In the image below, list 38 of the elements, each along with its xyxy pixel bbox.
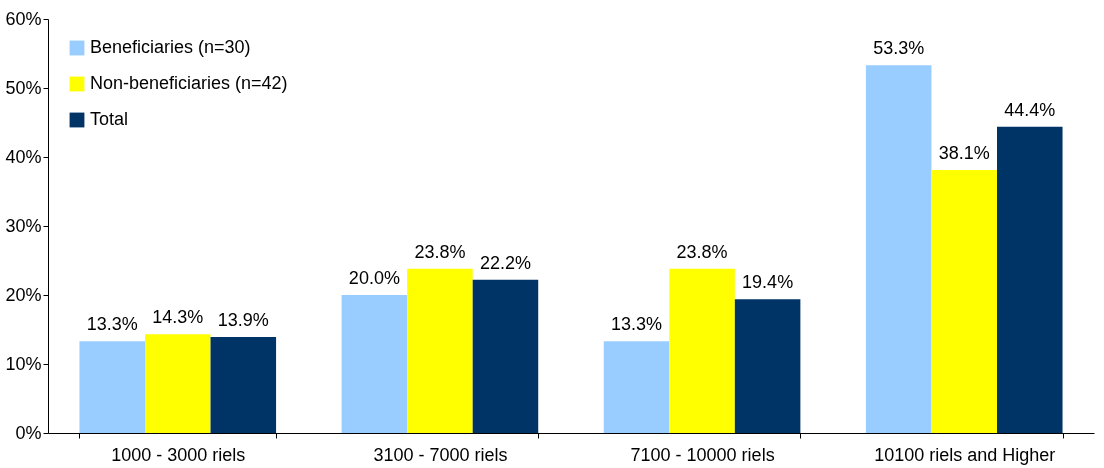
- bar: [734, 299, 801, 433]
- data-label: 20.0%: [348, 268, 400, 288]
- x-tick-label: 3100 - 7000 riels: [373, 444, 508, 465]
- x-tick-label: 7100 - 10000 riels: [630, 444, 775, 465]
- bar: [669, 268, 735, 433]
- y-tick-label: 0%: [15, 422, 42, 443]
- data-label: 23.8%: [676, 241, 728, 262]
- y-tick-label: 60%: [5, 8, 42, 29]
- bar: [210, 337, 277, 433]
- data-label: 13.3%: [611, 314, 663, 335]
- bar: [145, 334, 211, 433]
- y-tick-label: 50%: [5, 77, 42, 98]
- data-label: 13.9%: [217, 310, 269, 331]
- data-label: 14.3%: [152, 307, 204, 328]
- data-label: 19.4%: [742, 272, 794, 293]
- y-tick-label: 40%: [5, 146, 42, 167]
- data-label: 44.4%: [1004, 99, 1056, 120]
- data-label: 38.1%: [938, 143, 990, 164]
- y-tick-label: 30%: [5, 215, 42, 236]
- bar: [79, 341, 145, 433]
- legend-label: Beneficiaries (n=30): [90, 37, 251, 57]
- bar: [341, 295, 408, 433]
- bar: [407, 268, 473, 433]
- bar: [865, 65, 932, 433]
- bar: [603, 341, 670, 433]
- bar: [472, 279, 539, 433]
- data-label: 53.3%: [873, 38, 925, 59]
- y-tick-label: 10%: [5, 353, 42, 374]
- bar: [931, 170, 997, 433]
- x-tick-label: 10100 riels and Higher: [874, 444, 1056, 465]
- legend-label: Total: [90, 109, 129, 129]
- x-tick-label: 1000 - 3000 riels: [111, 444, 246, 465]
- legend-label: Non-beneficiaries (n=42): [90, 73, 288, 93]
- y-tick-label: 20%: [5, 284, 42, 305]
- data-label: 13.3%: [86, 314, 138, 335]
- data-label: 23.8%: [414, 241, 466, 262]
- bar: [997, 126, 1063, 433]
- data-label: 22.2%: [479, 252, 531, 273]
